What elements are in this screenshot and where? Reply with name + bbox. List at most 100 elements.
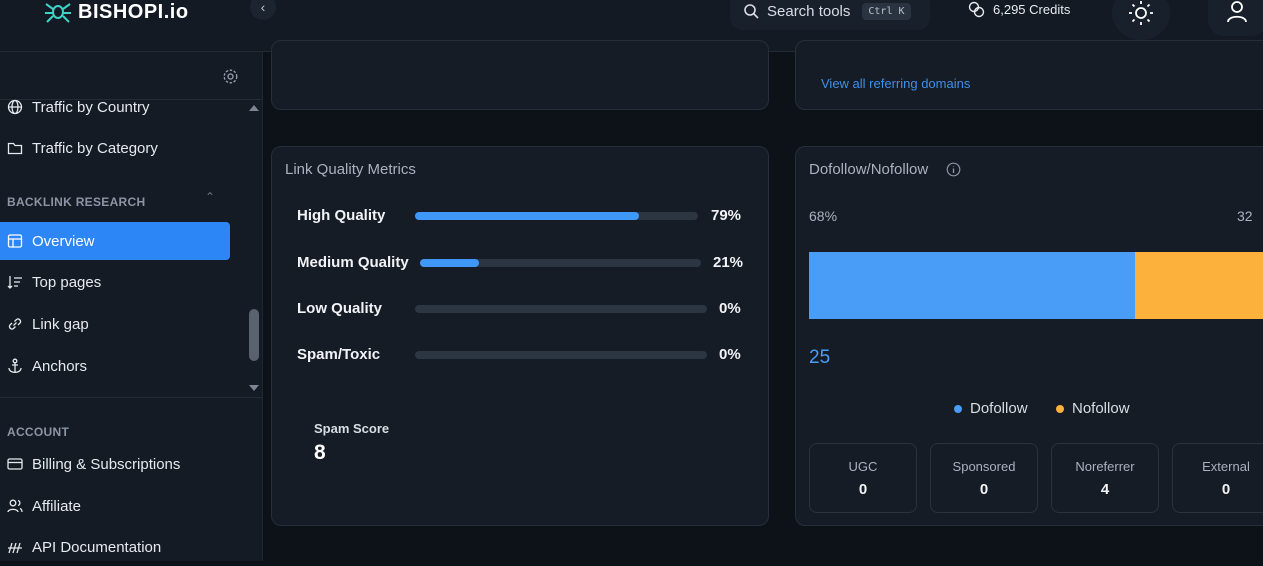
coins-icon (968, 1, 985, 18)
scroll-down-icon[interactable] (249, 385, 259, 391)
sidebar-item-label: API Documentation (32, 538, 162, 556)
stat-value: 4 (1100, 481, 1110, 498)
sidebar-item-api-documentation[interactable]: API Documentation (0, 528, 230, 566)
sidebar-item-affiliate[interactable]: Affiliate (0, 487, 230, 525)
sidebar-item-anchors[interactable]: Anchors (0, 347, 230, 385)
stat-noreferrer: Noreferrer 4 (1051, 443, 1159, 513)
stat-label: Sponsored (952, 459, 1016, 474)
theme-toggle-button[interactable] (1112, 0, 1170, 40)
search-tools-button[interactable]: Search tools Ctrl K (730, 0, 930, 30)
search-shortcut: Ctrl K (862, 2, 911, 20)
metric-bar-high-quality (415, 212, 698, 220)
stat-label: Noreferrer (1075, 459, 1135, 474)
metric-bar-fill (415, 212, 639, 220)
api-icon (8, 542, 22, 554)
legend-label: Dofollow (970, 400, 1028, 417)
sidebar-item-label: Traffic by Category (32, 139, 158, 157)
link-quality-metrics-card: Link Quality Metrics High Quality 79% Me… (271, 146, 769, 526)
stat-value: 0 (979, 481, 989, 498)
nofollow-segment (1135, 252, 1263, 319)
anchor-icon (8, 358, 22, 373)
spam-score-value: 8 (314, 441, 326, 464)
sidebar-scrollbar[interactable] (249, 309, 259, 361)
folder-icon (7, 142, 23, 155)
user-menu-button[interactable] (1208, 0, 1263, 36)
legend-dofollow: Dofollow (954, 400, 1028, 417)
table-icon (7, 234, 23, 248)
dofollow-nofollow-bar (809, 252, 1263, 319)
link-icon (8, 318, 22, 330)
legend-nofollow: Nofollow (1056, 400, 1130, 417)
metric-percent: 0% (719, 346, 741, 363)
collapse-sidebar-button[interactable]: ‹ (250, 0, 276, 20)
metric-bar-low-quality (415, 305, 707, 313)
sidebar-divider (0, 99, 262, 100)
search-label: Search tools (767, 2, 851, 20)
spam-score-label: Spam Score (314, 421, 390, 436)
section-backlink-research[interactable]: BACKLINK RESEARCH (7, 195, 146, 209)
metric-percent: 79% (711, 207, 742, 224)
sidebar-item-label: Billing & Subscriptions (32, 455, 181, 473)
sidebar-item-traffic-by-category[interactable]: Traffic by Category (0, 129, 230, 167)
info-icon[interactable] (946, 162, 961, 177)
card-title: Link Quality Metrics (285, 161, 416, 178)
dofollow-nofollow-card: Dofollow/Nofollow 68% 32 25 Dofollow Nof… (795, 146, 1263, 526)
top-left-card (271, 40, 769, 110)
metric-bar-fill (420, 259, 479, 267)
sidebar: Traffic by Country Traffic by Category B… (0, 52, 263, 561)
metric-bar-medium-quality (420, 259, 701, 267)
sidebar-item-label: Link gap (32, 315, 89, 333)
metric-label: Medium Quality (297, 254, 409, 271)
credits-label: 6,295 Credits (993, 2, 1071, 17)
brand-logo[interactable]: BISHOPI.io (44, 0, 189, 24)
card-icon (7, 458, 23, 470)
credits-badge[interactable]: 6,295 Credits (968, 1, 1070, 18)
brand-name: BISHOPI.io (78, 0, 189, 23)
nofollow-dot-icon (1056, 404, 1064, 413)
chevron-up-icon[interactable]: ⌃ (205, 190, 216, 204)
legend-label: Nofollow (1072, 400, 1130, 417)
metric-bar-spam-toxic (415, 351, 707, 359)
chevron-left-icon: ‹ (260, 0, 266, 15)
stat-ugc: UGC 0 (809, 443, 917, 513)
sidebar-divider (0, 397, 262, 398)
stat-label: External (1202, 459, 1250, 474)
stat-external: External 0 (1172, 443, 1263, 513)
globe-icon (7, 99, 23, 115)
search-icon (744, 4, 759, 19)
stat-sponsored: Sponsored 0 (930, 443, 1038, 513)
dofollow-dot-icon (954, 404, 962, 413)
metric-percent: 21% (713, 254, 744, 271)
stat-value: 0 (1221, 481, 1231, 498)
sidebar-item-label: Overview (32, 232, 95, 250)
sidebar-item-billing[interactable]: Billing & Subscriptions (0, 445, 230, 483)
sun-icon (1129, 1, 1153, 25)
metric-label: Low Quality (297, 300, 383, 317)
scroll-up-icon[interactable] (249, 105, 259, 111)
dofollow-count: 25 (809, 347, 831, 368)
sidebar-item-label: Top pages (32, 273, 102, 291)
dofollow-percent: 68% (809, 208, 838, 224)
sidebar-item-label: Anchors (32, 357, 88, 375)
metric-label: Spam/Toxic (297, 346, 381, 363)
sidebar-item-link-gap[interactable]: Link gap (0, 305, 230, 343)
sidebar-item-label: Affiliate (32, 497, 81, 515)
sidebar-item-traffic-by-country[interactable]: Traffic by Country (0, 88, 230, 126)
gear-icon[interactable] (222, 68, 239, 85)
sidebar-item-top-pages[interactable]: Top pages (0, 263, 230, 301)
spider-logo-icon (45, 3, 71, 23)
sort-icon (7, 276, 22, 289)
users-icon (7, 499, 23, 513)
sidebar-item-overview[interactable]: Overview (0, 222, 230, 260)
sidebar-item-label: Traffic by Country (32, 98, 150, 116)
nofollow-percent: 32 (1237, 208, 1253, 224)
metric-label: High Quality (297, 207, 386, 224)
metric-percent: 0% (719, 300, 741, 317)
card-title: Dofollow/Nofollow (809, 161, 929, 178)
referring-domains-card: View all referring domains (795, 40, 1263, 110)
user-icon (1227, 1, 1247, 22)
section-account: ACCOUNT (7, 425, 70, 439)
dofollow-segment (809, 252, 1136, 319)
view-all-referring-domains-link[interactable]: View all referring domains (821, 76, 971, 91)
stat-value: 0 (858, 481, 868, 498)
